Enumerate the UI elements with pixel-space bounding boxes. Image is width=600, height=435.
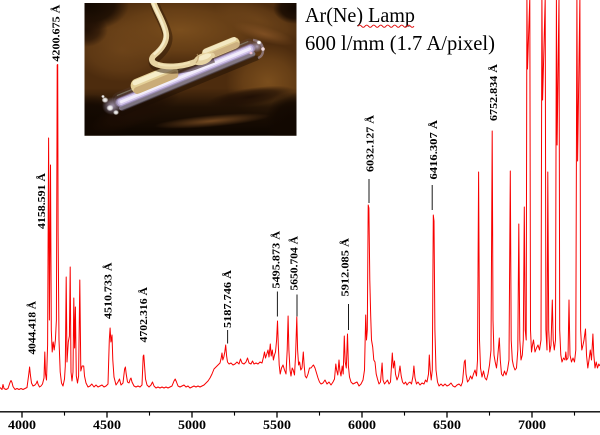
svg-text:6500: 6500 [433, 417, 461, 432]
svg-text:5650.704 Å: 5650.704 Å [289, 236, 301, 291]
svg-text:5912.085 Å: 5912.085 Å [340, 238, 352, 297]
svg-text:4702.316 Å: 4702.316 Å [138, 287, 150, 343]
svg-text:5187.746 Å: 5187.746 Å [222, 270, 234, 328]
svg-text:5000: 5000 [178, 417, 206, 432]
svg-text:4200.675 Å: 4200.675 Å [50, 5, 62, 62]
svg-text:Ar(Ne) Lamp: Ar(Ne) Lamp [305, 3, 415, 27]
svg-text:5495.873 Å: 5495.873 Å [271, 231, 283, 289]
svg-text:6000: 6000 [348, 417, 376, 432]
svg-text:4000: 4000 [8, 417, 36, 432]
svg-text:4500: 4500 [93, 417, 121, 432]
svg-text:6752.834 Å: 6752.834 Å [488, 64, 500, 121]
svg-text:4158.591 Å: 4158.591 Å [36, 173, 48, 229]
svg-text:7000: 7000 [518, 417, 546, 432]
svg-text:6416.307 Å: 6416.307 Å [428, 120, 440, 180]
svg-text:4510.733 Å: 4510.733 Å [103, 262, 115, 319]
svg-text:4044.418 Å: 4044.418 Å [27, 301, 39, 355]
svg-text:5500: 5500 [263, 417, 291, 432]
svg-text:600 l/mm (1.7 A/pixel): 600 l/mm (1.7 A/pixel) [305, 31, 495, 55]
svg-text:6032.127 Å: 6032.127 Å [365, 115, 377, 172]
